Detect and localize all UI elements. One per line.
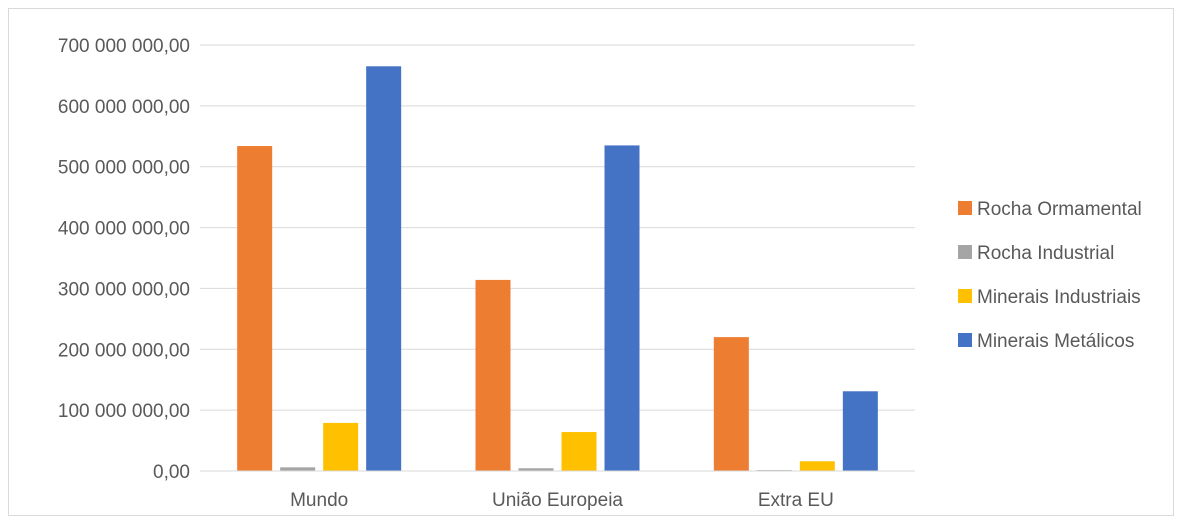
legend-swatch [958, 289, 972, 303]
bar [366, 66, 402, 472]
y-tick-label: 300 000 000,00 [58, 279, 190, 300]
x-category-label: Extra EU [758, 490, 834, 511]
y-tick-label: 600 000 000,00 [58, 97, 190, 118]
bar [713, 337, 749, 471]
legend-label: Rocha Industrial [977, 243, 1114, 264]
legend-swatch [958, 245, 972, 259]
legend-swatch [958, 201, 972, 215]
y-tick-label: 500 000 000,00 [58, 158, 190, 179]
gridlines [200, 44, 915, 411]
legend-label: Minerais Industriais [977, 287, 1141, 308]
bar [561, 432, 597, 471]
bar [842, 391, 878, 471]
x-category-label: Mundo [290, 490, 348, 511]
y-tick-label: 200 000 000,00 [58, 340, 190, 361]
y-tick-label: 0,00 [153, 462, 190, 483]
legend-label: Minerais Metálicos [977, 331, 1134, 352]
y-axis-tick-labels: 0,00 100 000 000,00 200 000 000,00 300 000 … [58, 36, 190, 483]
bar [323, 422, 359, 471]
bar [237, 146, 273, 471]
bar [604, 145, 640, 471]
y-tick-label: 400 000 000,00 [58, 219, 190, 240]
bar [799, 461, 835, 471]
y-tick-label: 700 000 000,00 [58, 36, 190, 57]
bars [237, 66, 878, 472]
bar [280, 467, 316, 471]
x-category-label: União Europeia [492, 490, 623, 511]
y-tick-label: 100 000 000,00 [58, 401, 190, 422]
legend-swatch [958, 333, 972, 347]
chart-frame [8, 8, 1174, 516]
legend: Rocha Ormamental Rocha Industrial Minerais… [958, 199, 1142, 352]
bar [518, 468, 554, 471]
x-axis-category-labels: Mundo União Europeia Extra EU [290, 490, 834, 511]
bar [475, 279, 511, 471]
legend-label: Rocha Ormamental [977, 199, 1142, 220]
